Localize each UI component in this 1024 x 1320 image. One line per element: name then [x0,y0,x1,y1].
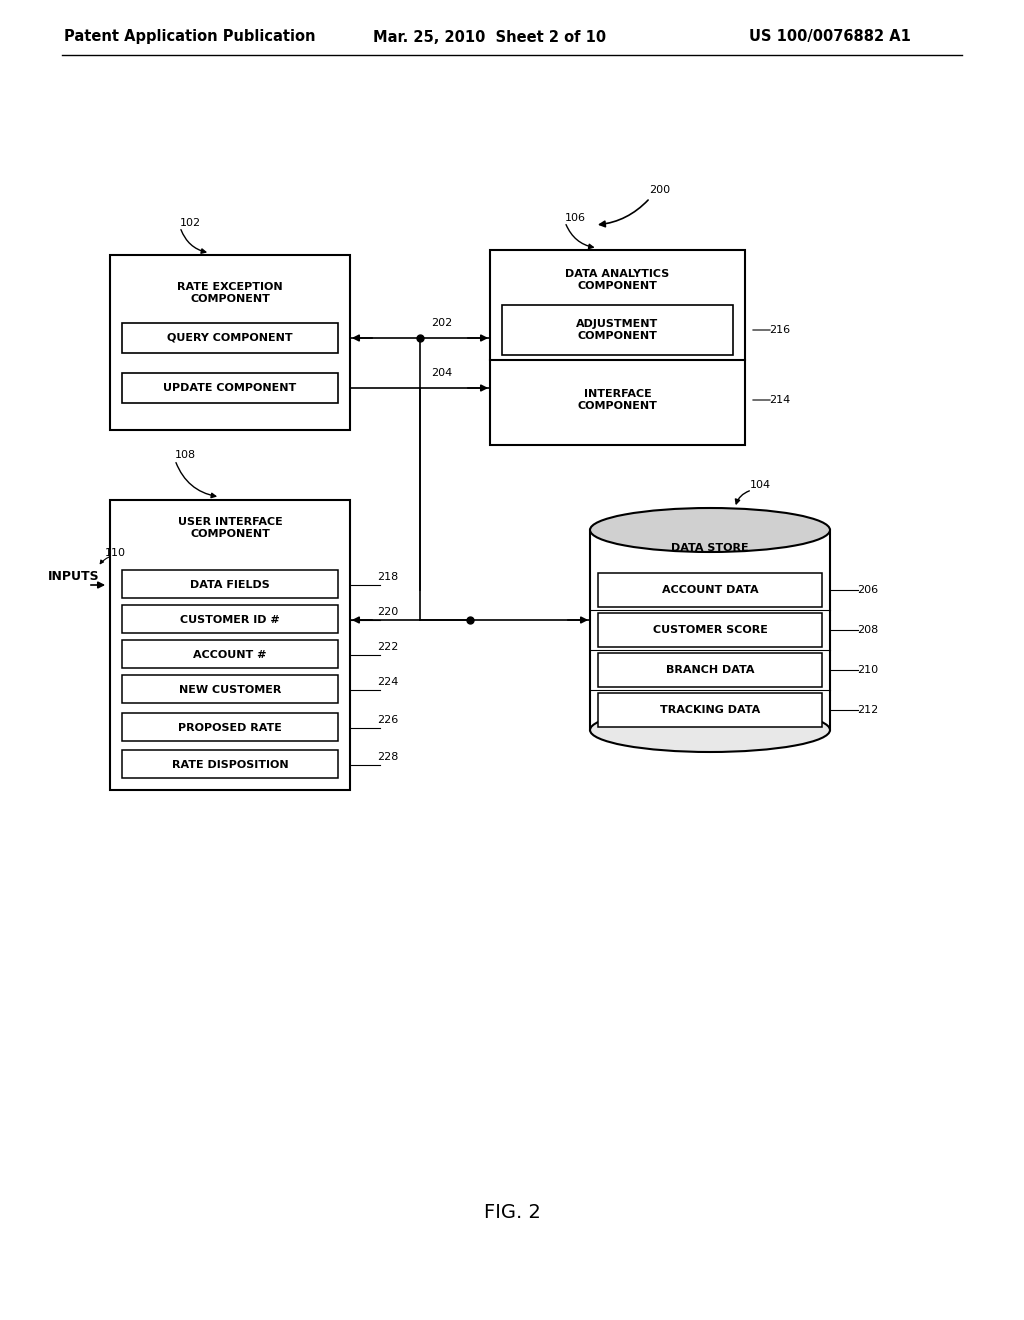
Text: 220: 220 [378,607,398,616]
Text: PROPOSED RATE: PROPOSED RATE [178,723,282,733]
Ellipse shape [590,708,830,752]
Text: 210: 210 [857,665,879,675]
FancyBboxPatch shape [598,653,822,686]
Text: 108: 108 [174,450,196,459]
Text: CUSTOMER SCORE: CUSTOMER SCORE [652,624,767,635]
Text: 106: 106 [564,213,586,223]
FancyBboxPatch shape [502,305,733,355]
Text: 208: 208 [857,624,879,635]
Ellipse shape [590,508,830,552]
Text: 216: 216 [769,325,791,335]
Text: Patent Application Publication: Patent Application Publication [65,29,315,45]
Text: INTERFACE
COMPONENT: INTERFACE COMPONENT [578,389,657,411]
Text: ADJUSTMENT
COMPONENT: ADJUSTMENT COMPONENT [577,319,658,341]
Text: TRACKING DATA: TRACKING DATA [659,705,760,715]
FancyBboxPatch shape [122,570,338,598]
FancyBboxPatch shape [122,374,338,403]
Text: QUERY COMPONENT: QUERY COMPONENT [167,333,293,343]
FancyBboxPatch shape [122,640,338,668]
Text: 204: 204 [431,368,453,378]
Text: 226: 226 [378,715,398,725]
FancyBboxPatch shape [490,249,745,445]
Text: RATE EXCEPTION
COMPONENT: RATE EXCEPTION COMPONENT [177,282,283,304]
Text: INPUTS: INPUTS [48,570,99,583]
Text: 102: 102 [179,218,201,228]
FancyBboxPatch shape [122,675,338,704]
Text: 224: 224 [377,677,398,686]
Text: ACCOUNT DATA: ACCOUNT DATA [662,585,759,595]
Text: 222: 222 [377,642,398,652]
Text: BRANCH DATA: BRANCH DATA [666,665,755,675]
Text: Mar. 25, 2010  Sheet 2 of 10: Mar. 25, 2010 Sheet 2 of 10 [374,29,606,45]
Text: 228: 228 [377,752,398,762]
Text: 214: 214 [769,395,791,405]
FancyBboxPatch shape [110,500,350,789]
Text: FIG. 2: FIG. 2 [483,1203,541,1221]
Text: 218: 218 [378,572,398,582]
Text: 202: 202 [431,318,453,327]
FancyBboxPatch shape [598,612,822,647]
Text: 200: 200 [649,185,671,195]
Text: 212: 212 [857,705,879,715]
Text: DATA FIELDS: DATA FIELDS [190,579,270,590]
FancyBboxPatch shape [122,713,338,741]
Text: CUSTOMER ID #: CUSTOMER ID # [180,615,280,624]
Text: ACCOUNT #: ACCOUNT # [194,649,266,660]
FancyBboxPatch shape [122,750,338,777]
Text: UPDATE COMPONENT: UPDATE COMPONENT [164,383,297,393]
Text: 206: 206 [857,585,879,595]
FancyBboxPatch shape [598,573,822,607]
FancyBboxPatch shape [122,605,338,634]
Text: 104: 104 [750,480,771,490]
FancyBboxPatch shape [598,693,822,727]
Text: US 100/0076882 A1: US 100/0076882 A1 [750,29,911,45]
Text: 110: 110 [104,548,126,558]
Text: DATA STORE: DATA STORE [671,543,749,553]
FancyBboxPatch shape [122,323,338,352]
Text: DATA ANALYTICS
COMPONENT: DATA ANALYTICS COMPONENT [565,269,670,290]
Text: RATE DISPOSITION: RATE DISPOSITION [172,760,289,770]
Text: NEW CUSTOMER: NEW CUSTOMER [179,685,282,696]
Text: USER INTERFACE
COMPONENT: USER INTERFACE COMPONENT [177,517,283,539]
FancyBboxPatch shape [110,255,350,430]
